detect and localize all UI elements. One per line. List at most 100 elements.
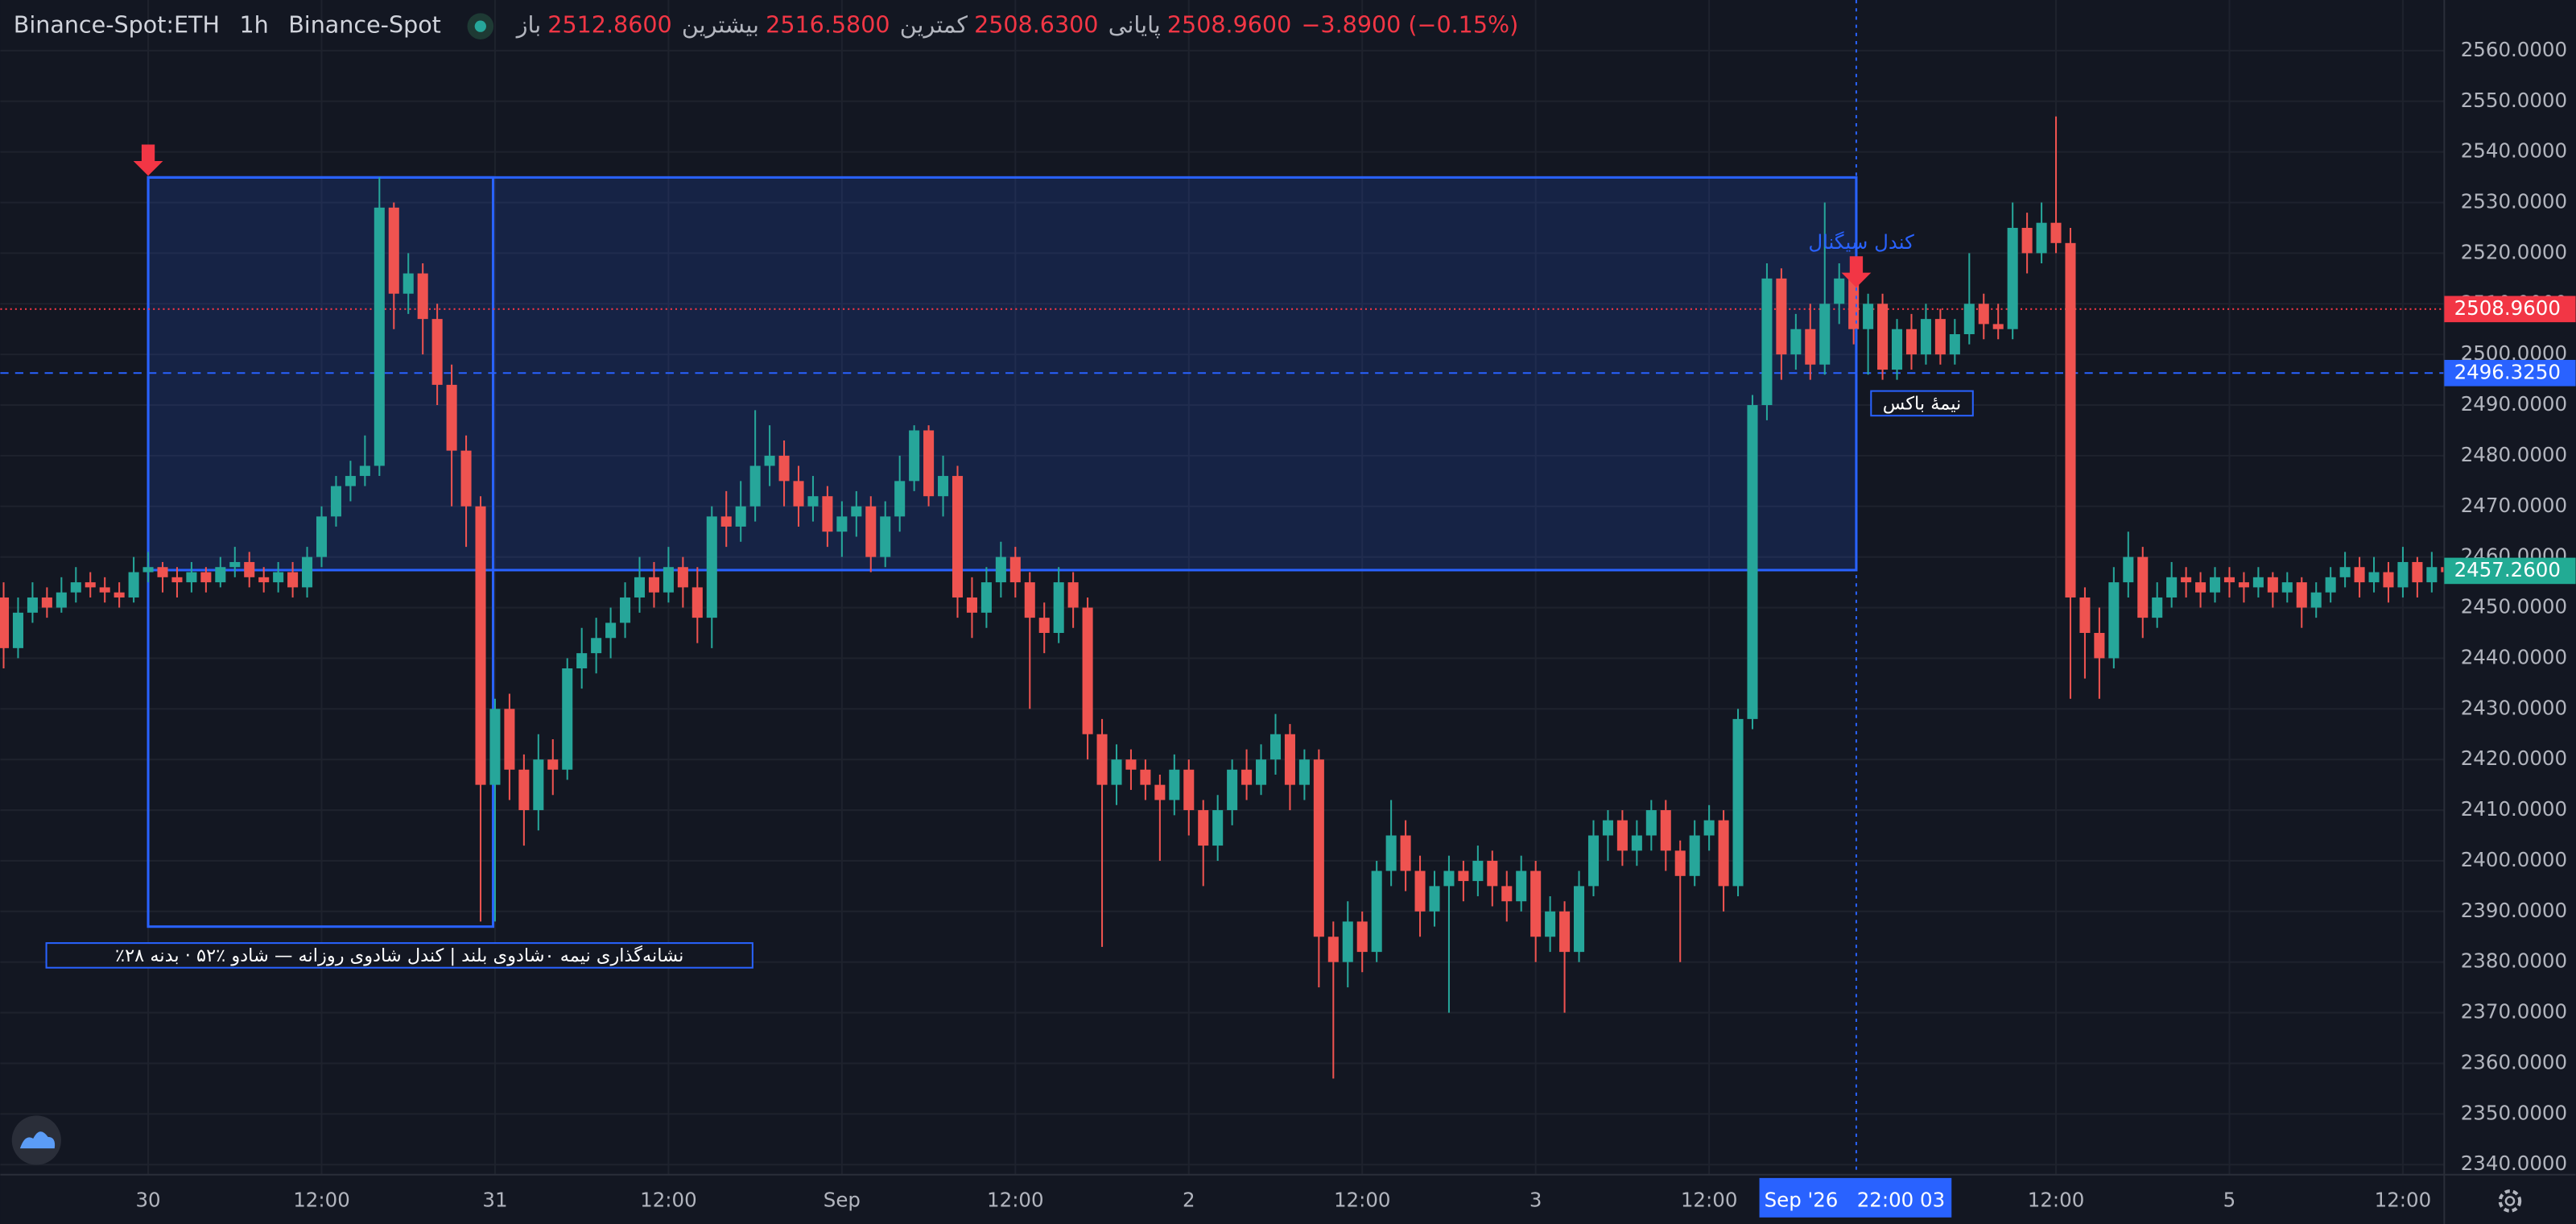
candle-body [27,597,38,613]
candle-body [966,597,977,613]
candle-body [1327,937,1339,962]
candle-body [374,207,385,466]
y-tick-label: 2370.0000 [2461,1000,2567,1023]
candle-body [244,561,255,577]
candle-body [417,273,428,320]
x-tick-label: 2 [1183,1188,1195,1211]
candle-body [2325,577,2336,593]
x-tick-label: 12:00 [987,1188,1044,1211]
candle-body [1761,278,1773,406]
candle-body [1067,582,1079,608]
candle-body [677,567,688,588]
candle-body [880,516,891,557]
candle-body [446,384,457,451]
candle-body [99,587,110,593]
logo-icon [19,1131,56,1149]
grid [0,0,2445,1175]
x-tick-label: 12:00 [640,1188,697,1211]
y-tick-label: 2520.0000 [2461,240,2567,263]
candle-body [1963,304,1975,335]
candle-body [605,622,617,639]
y-tick-label: 2530.0000 [2461,190,2567,213]
x-tick-label: 12:00 [1334,1188,1391,1211]
candle-body [1848,278,1860,329]
candle-body [114,592,125,598]
candle-body [764,455,775,466]
legend-label: بیشترین [682,11,759,39]
candle-body [1009,556,1021,583]
exchange: Binance-Spot [288,11,441,39]
candle-body [1111,759,1122,785]
settings-button[interactable] [2498,1189,2522,1213]
candle-body [56,592,67,608]
candle-body [2050,222,2062,243]
candle-body [1747,405,1758,719]
candle-body [735,506,746,527]
y-tick-label: 2430.0000 [2461,696,2567,719]
crosshair-time-tag [1759,1177,1952,1218]
candle-body [1269,734,1282,760]
candle-body [923,430,935,497]
candle-body [533,759,544,811]
candle-body [359,465,370,477]
signal-label: کندل سیگنال [1808,230,1914,254]
candle-body [402,273,414,294]
candle-body [2209,577,2221,593]
candle-body [591,638,602,654]
candle-body [0,597,10,648]
candle-body [2252,577,2264,588]
candle-body [1920,319,1931,355]
candle-body [302,556,313,588]
candle-body [1689,835,1700,876]
candle-body [1284,734,1295,785]
y-tick-label: 2550.0000 [2461,89,2567,112]
candle-body [2368,572,2380,583]
candle-body [1414,870,1426,912]
candle-body [316,516,328,557]
candle-body [894,481,906,517]
candle-body [865,506,877,557]
candle-body [706,516,717,618]
legend-label: پایانی [1108,11,1161,39]
y-tick-label: 2400.0000 [2461,848,2567,871]
y-tick-label: 2440.0000 [2461,645,2567,668]
x-tick-label: 3 [1530,1188,1542,1211]
candle-body [2339,567,2351,577]
interval: 1h [239,11,268,39]
candle-body [1400,835,1411,871]
candle-body [1256,759,1267,785]
candle-body [2036,222,2047,254]
y-tick-label: 2450.0000 [2461,595,2567,618]
price-tag [2444,359,2576,387]
note-label: ٪نشانه‌گذاری نیمه ۰شادوی بلند | کندل شاد… [115,945,683,966]
y-tick-label: 2350.0000 [2461,1101,2567,1124]
candle-body [2007,227,2018,329]
legend-change: −3.8900 (−0.15%) [1302,11,1519,39]
signal-arrow [133,144,163,176]
candle-body [431,319,443,385]
candle-body [822,496,833,532]
candle-body [1443,870,1455,887]
candle-body [1674,850,1686,876]
candle-body [2397,561,2409,588]
legend-value: 2508.9600 [1167,11,1291,39]
candle-body [2426,567,2438,583]
price-tag-label: 2508.9600 [2454,296,2561,320]
candle-body [1545,911,1556,937]
half-box-label: نیمهٔ باکس [1883,393,1962,414]
candle-body [2123,556,2134,583]
candle-body [1458,870,1469,882]
price-tag-label: 2457.2600 [2454,558,2561,581]
legend-value: 2516.5800 [766,11,890,39]
x-tick-label: 31 [482,1188,507,1211]
candle-body [1905,329,1918,355]
candle-body [200,572,212,583]
candle-body [1472,860,1484,882]
candle-body [2166,577,2178,598]
candle-body [1313,759,1324,937]
header: Binance-Spot:ETH 1h Binance-Spot باز 2512.86… [14,11,1519,39]
candle-body [504,709,515,770]
candle-body [938,476,949,497]
price-tag [2444,557,2576,585]
candle-body [836,516,848,532]
